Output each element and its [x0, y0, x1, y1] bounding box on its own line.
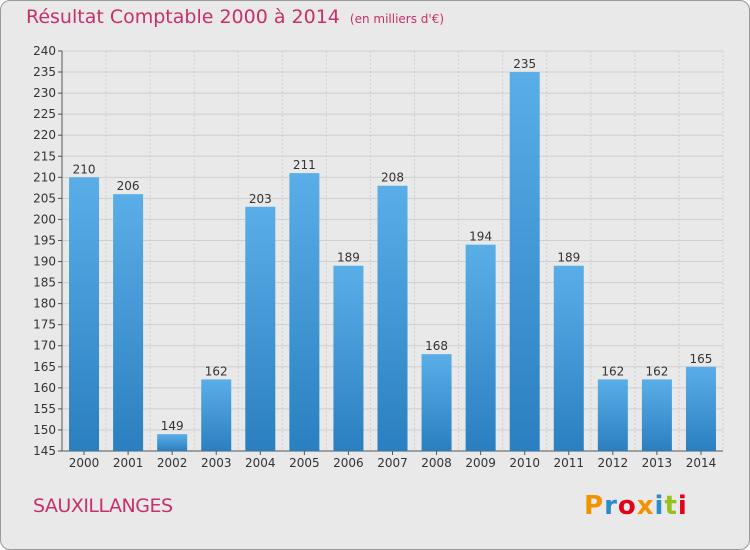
data-label: 206 — [117, 179, 140, 193]
y-tick-label: 150 — [33, 423, 56, 437]
data-label: 189 — [557, 251, 580, 265]
data-label: 149 — [161, 419, 184, 433]
y-tick-label: 175 — [33, 318, 56, 332]
y-tick-label: 170 — [33, 339, 56, 353]
labels: 145 150 155 160 165 170 175 180 185 190 195 200 205 2… — [33, 44, 716, 470]
x-tick-label: 2003 — [201, 456, 232, 470]
x-tick-label: 2010 — [509, 456, 540, 470]
data-label: 211 — [293, 158, 316, 172]
bar — [597, 379, 628, 451]
y-tick-label: 195 — [33, 233, 56, 247]
data-label: 235 — [513, 57, 536, 71]
x-tick-label: 2006 — [333, 456, 364, 470]
x-tick-label: 2001 — [113, 456, 144, 470]
x-tick-label: 2009 — [465, 456, 496, 470]
bar — [553, 265, 584, 451]
bar — [509, 72, 540, 451]
chart-subtitle: (en milliers d'€) — [349, 12, 445, 26]
bar — [157, 434, 188, 451]
y-tick-label: 235 — [33, 65, 56, 79]
x-tick-label: 2013 — [642, 456, 673, 470]
x-tick-label: 2002 — [157, 456, 188, 470]
bar — [201, 379, 232, 451]
y-tick-label: 200 — [33, 212, 56, 226]
bar — [465, 244, 496, 451]
y-tick-label: 220 — [33, 128, 56, 142]
y-tick-label: 215 — [33, 149, 56, 163]
y-tick-label: 190 — [33, 255, 56, 269]
x-tick-label: 2011 — [553, 456, 584, 470]
proxiti-logo: Proxiti — [584, 491, 688, 521]
bars — [69, 72, 716, 451]
x-tick-label: 2000 — [69, 456, 100, 470]
y-tick-label: 205 — [33, 191, 56, 205]
y-tick-label: 185 — [33, 276, 56, 290]
logo-letter: t — [664, 491, 678, 521]
y-tick-label: 225 — [33, 107, 56, 121]
x-tick-label: 2012 — [598, 456, 629, 470]
x-tick-label: 2008 — [421, 456, 452, 470]
data-label: 189 — [337, 251, 360, 265]
logo-letter: r — [604, 491, 618, 521]
y-tick-label: 240 — [33, 44, 56, 58]
bar — [69, 177, 100, 451]
y-tick-label: 155 — [33, 402, 56, 416]
bar — [641, 379, 672, 451]
x-tick-label: 2004 — [245, 456, 276, 470]
place-name: SAUXILLANGES — [33, 495, 173, 517]
y-tick-label: 210 — [33, 170, 56, 184]
bar — [377, 185, 408, 451]
logo-letter: x — [636, 491, 655, 521]
bar — [421, 354, 452, 451]
logo-letter: o — [617, 491, 637, 521]
logo-letter: i — [677, 491, 688, 521]
y-tick-label: 160 — [33, 381, 56, 395]
data-label: 208 — [381, 171, 404, 185]
data-label: 168 — [425, 339, 448, 353]
data-label: 162 — [601, 364, 624, 378]
x-tick-label: 2005 — [289, 456, 320, 470]
data-label: 210 — [73, 162, 96, 176]
data-label: 165 — [690, 352, 713, 366]
data-label: 194 — [469, 230, 492, 244]
data-label: 162 — [205, 364, 228, 378]
logo-letter: P — [584, 491, 605, 521]
bar — [245, 206, 276, 451]
y-tick-label: 165 — [33, 360, 56, 374]
chart-title: Résultat Comptable 2000 à 2014 (en millie… — [26, 6, 444, 28]
x-tick-label: 2014 — [686, 456, 717, 470]
bar — [113, 194, 144, 451]
data-label: 203 — [249, 192, 272, 206]
bar — [685, 366, 716, 451]
y-tick-label: 180 — [33, 297, 56, 311]
chart-title-text: Résultat Comptable 2000 à 2014 — [26, 6, 340, 28]
x-tick-label: 2007 — [377, 456, 408, 470]
logo-letter: i — [654, 491, 665, 521]
bar — [333, 265, 364, 451]
data-label: 162 — [645, 364, 668, 378]
y-tick-label: 145 — [33, 444, 56, 458]
y-tick-label: 230 — [33, 86, 56, 100]
bar — [289, 173, 320, 451]
